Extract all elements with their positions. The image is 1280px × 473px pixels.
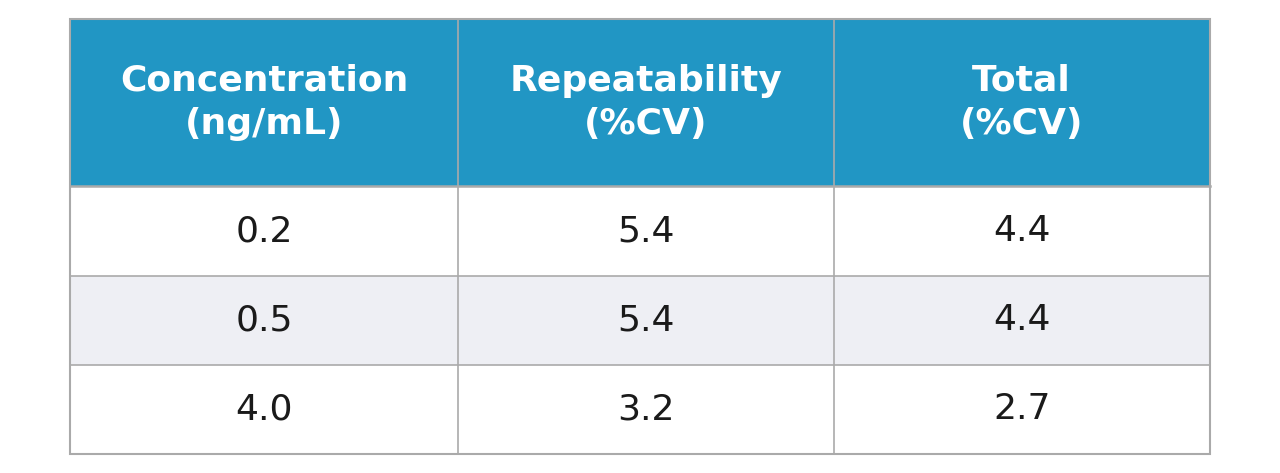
Bar [833, 186, 1210, 276]
Bar [833, 19, 1210, 186]
Text: 4.0: 4.0 [236, 393, 293, 427]
Bar [70, 365, 458, 454]
Bar [458, 19, 833, 186]
Text: 4.4: 4.4 [993, 214, 1051, 248]
Bar [458, 365, 833, 454]
Text: Repeatability
(%CV): Repeatability (%CV) [509, 64, 782, 141]
Bar [833, 276, 1210, 365]
Text: 3.2: 3.2 [617, 393, 675, 427]
Text: 4.4: 4.4 [993, 303, 1051, 337]
Text: 5.4: 5.4 [617, 303, 675, 337]
Bar [70, 276, 458, 365]
Bar [458, 186, 833, 276]
Bar [70, 19, 458, 186]
Bar [70, 19, 1210, 454]
Text: Concentration
(ng/mL): Concentration (ng/mL) [120, 64, 408, 141]
Bar [458, 276, 833, 365]
Bar [70, 186, 458, 276]
Text: 2.7: 2.7 [993, 393, 1051, 427]
Bar [833, 365, 1210, 454]
Text: 5.4: 5.4 [617, 214, 675, 248]
Text: 0.2: 0.2 [236, 214, 293, 248]
Text: Total
(%CV): Total (%CV) [960, 64, 1083, 141]
Text: 0.5: 0.5 [236, 303, 293, 337]
